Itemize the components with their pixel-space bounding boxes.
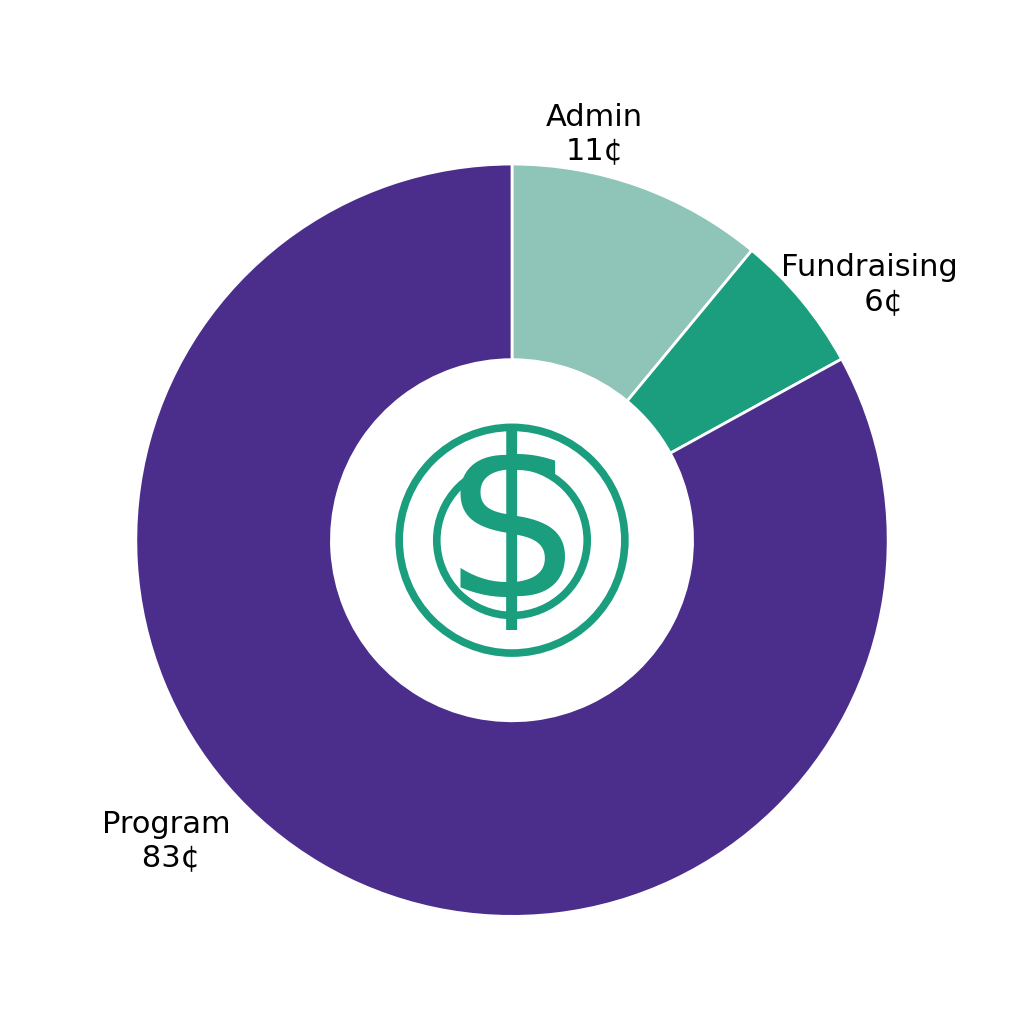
Wedge shape (512, 164, 752, 401)
Text: $: $ (441, 429, 583, 643)
Wedge shape (136, 164, 888, 916)
Text: Fundraising
   6¢: Fundraising 6¢ (781, 253, 957, 315)
Text: Admin
11¢: Admin 11¢ (546, 102, 643, 165)
Wedge shape (627, 250, 842, 454)
Text: Program
 83¢: Program 83¢ (101, 810, 230, 872)
